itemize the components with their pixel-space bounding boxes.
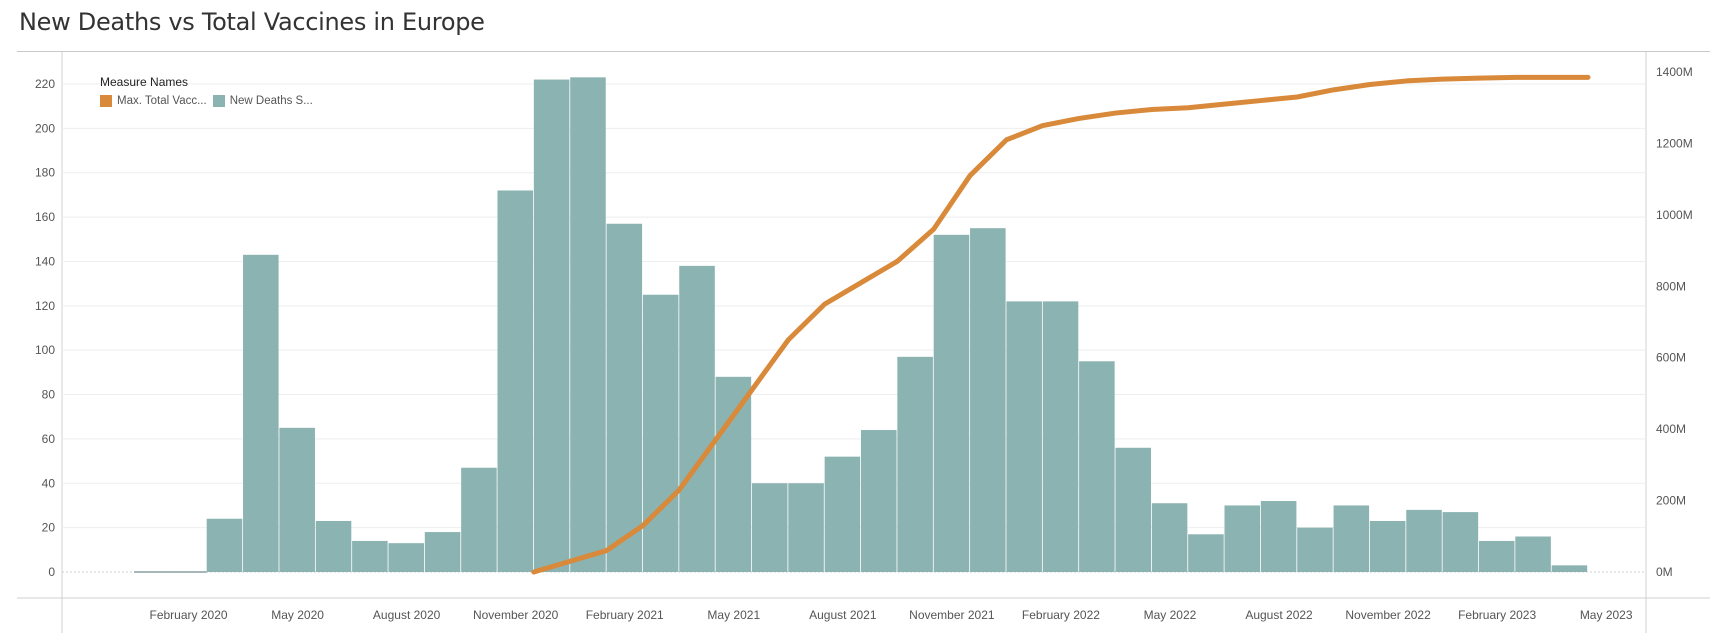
bar xyxy=(642,294,679,572)
y-right-tick-label: 200M xyxy=(1656,494,1686,508)
y-right-tick-label: 1400M xyxy=(1656,65,1693,79)
bar xyxy=(1006,301,1042,572)
bar xyxy=(1369,520,1406,572)
bar xyxy=(533,79,570,573)
x-tick-label: May 2021 xyxy=(707,608,760,622)
x-tick-label: August 2020 xyxy=(373,608,441,622)
bar xyxy=(1515,536,1551,572)
legend-label-vaccines: Max. Total Vacc... xyxy=(117,95,207,107)
bar xyxy=(715,376,752,572)
legend-title: Measure Names xyxy=(100,75,189,89)
bar xyxy=(279,427,315,572)
bar xyxy=(206,518,243,572)
y-right-tick-label: 800M xyxy=(1656,279,1686,293)
x-tick-label: February 2020 xyxy=(150,608,228,622)
legend-swatch-deaths xyxy=(212,95,225,107)
x-tick-label: February 2021 xyxy=(586,608,664,622)
legend-swatch-vaccines xyxy=(100,95,112,107)
bar xyxy=(788,483,824,572)
x-tick-label: May 2023 xyxy=(1580,608,1633,622)
x-tick-label: August 2022 xyxy=(1245,608,1313,622)
x-tick-label: February 2023 xyxy=(1458,608,1536,622)
bar xyxy=(970,228,1006,572)
x-tick-label: May 2020 xyxy=(271,608,324,622)
y-left-tick-label: 80 xyxy=(42,388,56,402)
y-left-tick-label: 180 xyxy=(35,166,55,180)
bar xyxy=(461,467,497,572)
chart-title: New Deaths vs Total Vaccines in Europe xyxy=(19,8,485,36)
bar xyxy=(1260,501,1297,572)
x-tick-label: November 2020 xyxy=(473,608,559,622)
y-right-tick-label: 0M xyxy=(1656,565,1673,579)
bar xyxy=(1297,527,1333,572)
bar xyxy=(1042,301,1079,572)
bar xyxy=(352,540,388,572)
x-tick-label: May 2022 xyxy=(1144,608,1197,622)
bar xyxy=(388,543,424,572)
y-left-tick-label: 220 xyxy=(35,77,55,91)
bar xyxy=(315,520,352,572)
series-line-vaccines xyxy=(531,74,1591,575)
x-tick-label: August 2021 xyxy=(809,608,877,622)
bar xyxy=(824,456,861,572)
title-divider xyxy=(17,51,1710,52)
y-left-tick-label: 160 xyxy=(35,210,55,224)
bar xyxy=(933,234,970,572)
bar xyxy=(1115,447,1151,572)
bar xyxy=(1478,540,1515,572)
x-tick-label: November 2022 xyxy=(1345,608,1431,622)
bar xyxy=(861,430,897,572)
y-left-tick-label: 40 xyxy=(42,476,56,490)
legend-label-deaths: New Deaths S... xyxy=(229,95,313,107)
bar xyxy=(1188,534,1224,572)
legend: Measure Names Max. Total Vacc... New Dea… xyxy=(100,75,313,107)
legend-item-vaccines[interactable]: Max. Total Vacc... xyxy=(100,95,207,107)
bar xyxy=(1224,505,1261,572)
bar xyxy=(1442,512,1479,572)
bar xyxy=(1406,509,1442,572)
bar xyxy=(897,356,933,572)
y-left-tick-label: 20 xyxy=(42,521,56,535)
y-right-tick-label: 1000M xyxy=(1656,208,1693,222)
bar xyxy=(1079,361,1115,572)
bar xyxy=(497,190,534,573)
bar xyxy=(606,223,643,572)
y-left-tick-label: 120 xyxy=(35,299,55,313)
bar xyxy=(570,77,606,572)
y-right-tick-label: 1200M xyxy=(1656,136,1693,150)
y-left-tick-label: 100 xyxy=(35,343,55,357)
y-left-tick-label: 140 xyxy=(35,254,55,268)
bar xyxy=(1333,505,1370,572)
bar xyxy=(1551,565,1588,572)
bar xyxy=(424,532,461,572)
legend-item-deaths[interactable]: New Deaths S... xyxy=(212,95,313,107)
y-left-tick-label: 60 xyxy=(42,432,56,446)
y-right-tick-label: 600M xyxy=(1656,351,1686,365)
x-tick-label: November 2021 xyxy=(909,608,995,622)
y-right-tick-label: 400M xyxy=(1656,422,1686,436)
bar xyxy=(1151,503,1188,572)
y-left-tick-label: 0 xyxy=(48,565,55,579)
y-left-tick-label: 200 xyxy=(35,121,55,135)
bar xyxy=(243,254,279,573)
bar xyxy=(679,265,715,572)
x-tick-label: February 2022 xyxy=(1022,608,1100,622)
bar xyxy=(751,483,788,572)
